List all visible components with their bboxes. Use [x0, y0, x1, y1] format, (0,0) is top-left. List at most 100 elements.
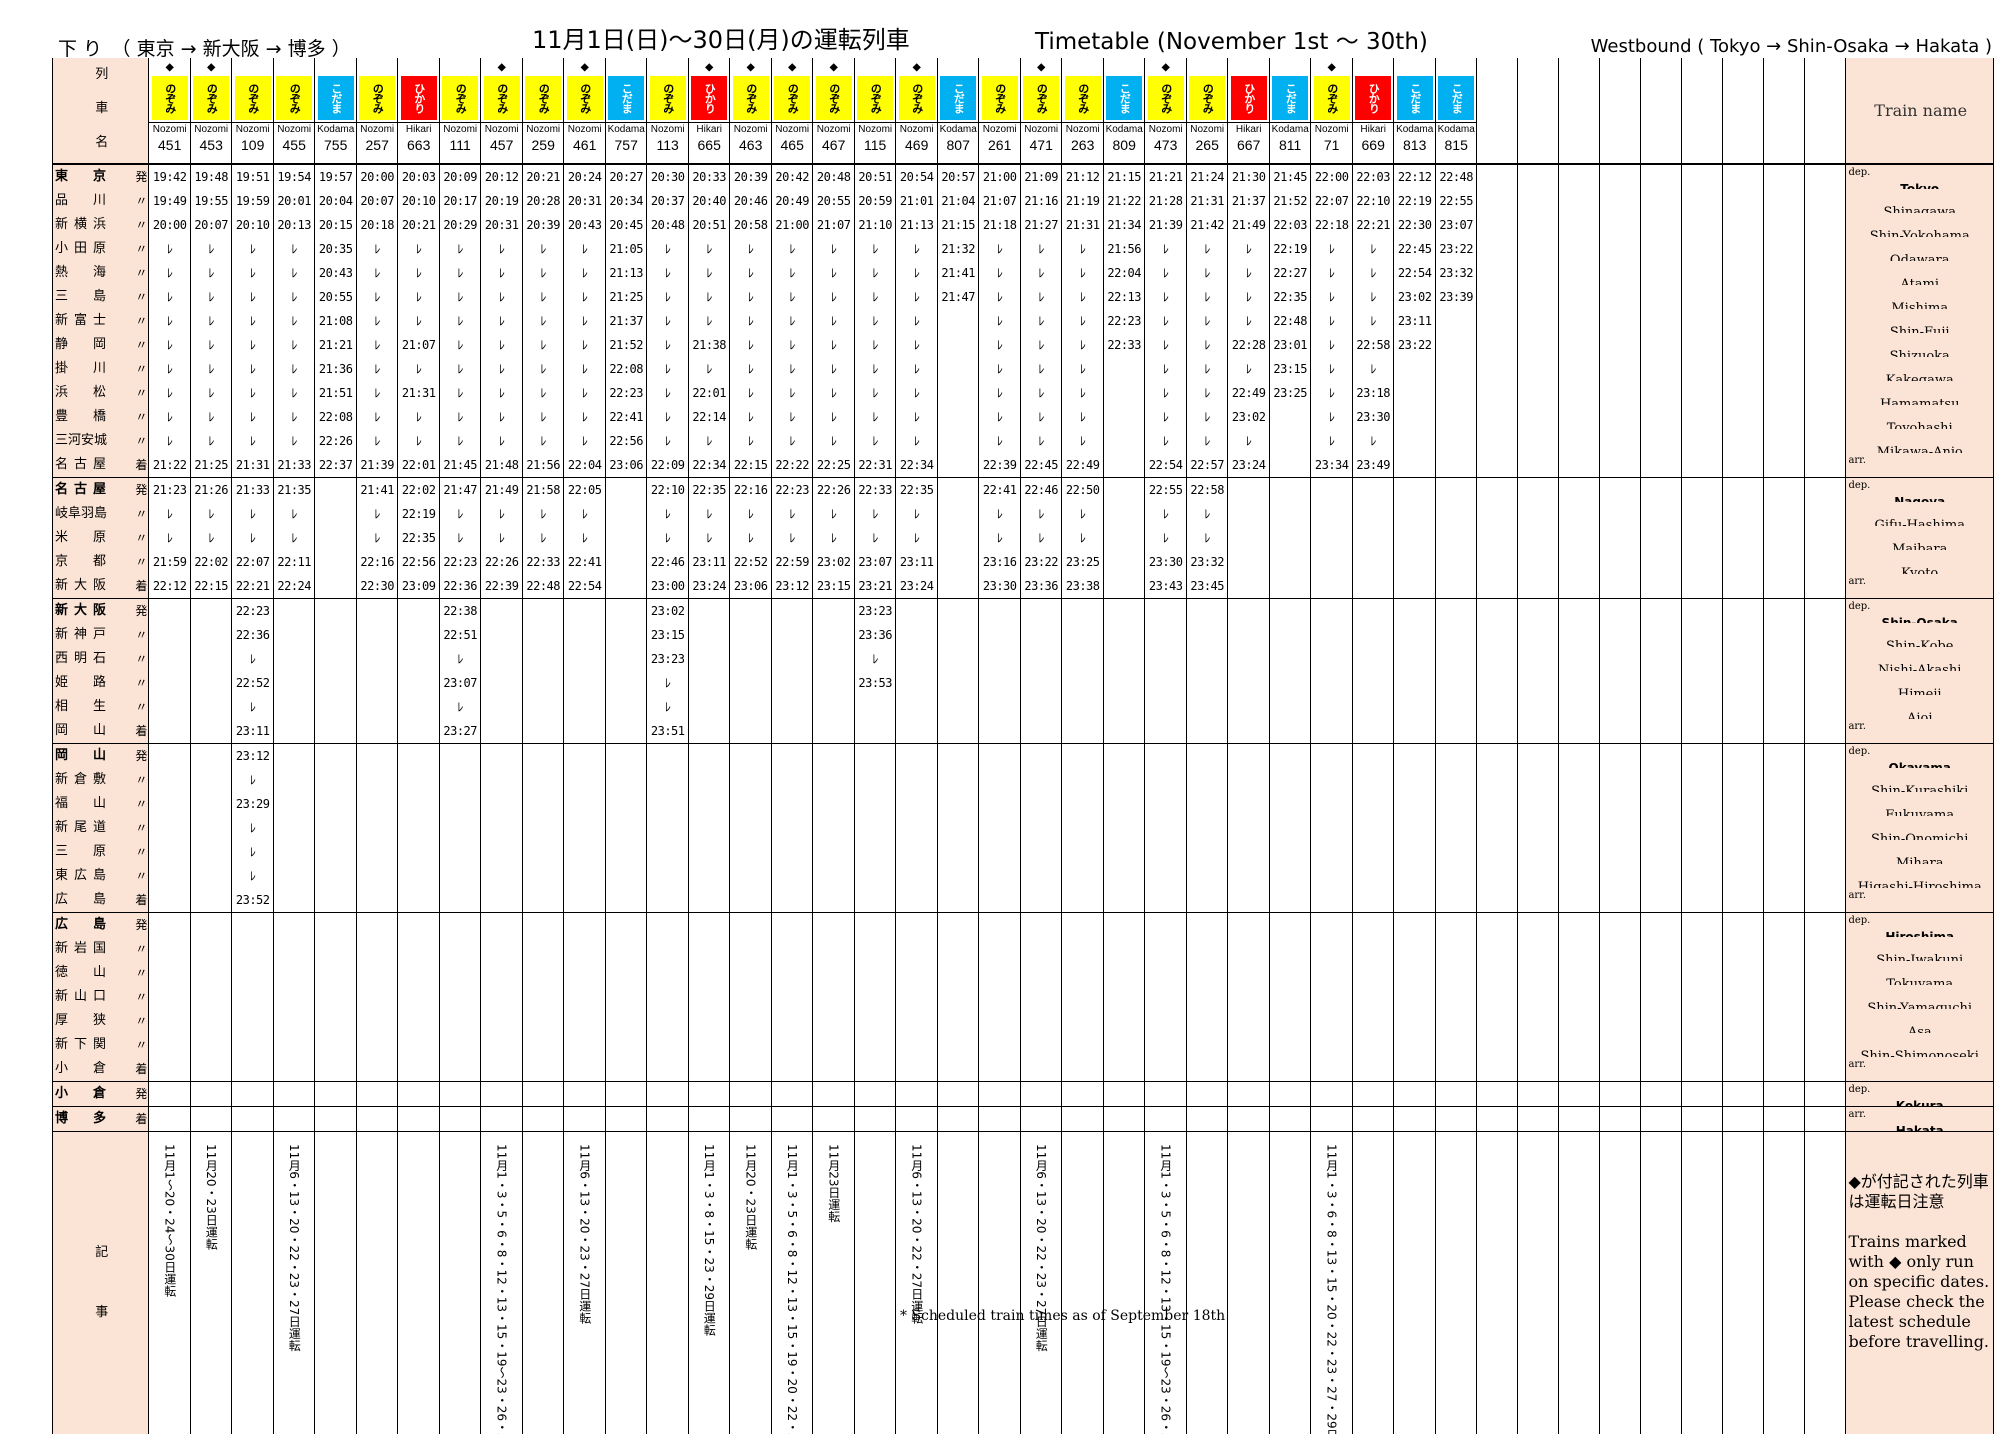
empty-cell — [1723, 429, 1764, 453]
time-cell: 22:55 — [1145, 478, 1187, 503]
time-cell — [315, 526, 357, 550]
time-cell — [1228, 719, 1270, 744]
time-cell — [1352, 623, 1394, 647]
time-cell — [315, 864, 357, 888]
time-cell: 20:01 — [273, 189, 315, 213]
time-cell: ﾚ — [1186, 405, 1228, 429]
time-cell: 23:02 — [1228, 405, 1270, 429]
time-cell — [190, 719, 232, 744]
time-cell: ﾚ — [647, 381, 689, 405]
time-cell: 23:24 — [688, 574, 730, 599]
time-cell — [315, 1009, 357, 1033]
time-cell — [522, 937, 564, 961]
empty-cell — [1600, 550, 1641, 574]
train-type-badge: のぞみ — [1023, 76, 1059, 120]
empty-cell — [1682, 213, 1723, 237]
time-cell — [481, 1057, 523, 1082]
time-cell — [1103, 526, 1145, 550]
empty-cell — [1518, 189, 1559, 213]
time-cell: 20:30 — [647, 164, 689, 189]
train-number: 755 — [315, 137, 356, 153]
time-cell: 22:07 — [1311, 189, 1353, 213]
note-text: 11月6・13・20・22・23・27日運転 — [1034, 1144, 1048, 1434]
train-number: 109 — [232, 137, 273, 153]
time-cell — [522, 1057, 564, 1082]
time-cell: 20:37 — [647, 189, 689, 213]
empty-cell — [1477, 888, 1518, 913]
empty-cell — [1477, 309, 1518, 333]
time-cell: ﾚ — [564, 261, 606, 285]
time-cell: ﾚ — [771, 502, 813, 526]
time-cell: ﾚ — [647, 237, 689, 261]
empty-cell — [1477, 405, 1518, 429]
time-cell: ﾚ — [1311, 357, 1353, 381]
time-cell: ﾚ — [1186, 237, 1228, 261]
empty-cell — [1600, 937, 1641, 961]
time-cell — [564, 913, 606, 938]
train-type-name: Nozomi — [149, 122, 190, 137]
time-cell — [1186, 792, 1228, 816]
time-cell: ﾚ — [1062, 309, 1104, 333]
time-cell — [813, 768, 855, 792]
train-name-label: Train name — [1846, 58, 1994, 164]
time-cell: ﾚ — [730, 502, 772, 526]
station-name-en-text: Mikawa-Anjo — [1846, 441, 1993, 453]
time-cell — [730, 623, 772, 647]
time-cell — [1352, 1107, 1394, 1132]
time-cell — [1269, 816, 1311, 840]
train-number: 115 — [855, 137, 896, 153]
time-cell: 23:12 — [232, 744, 274, 769]
train-number: 463 — [730, 137, 771, 153]
empty-cell — [1764, 550, 1805, 574]
time-cell — [564, 1009, 606, 1033]
time-cell: 19:48 — [190, 164, 232, 189]
time-cell: ﾚ — [813, 381, 855, 405]
time-cell: 22:21 — [232, 574, 274, 599]
time-cell: ﾚ — [647, 309, 689, 333]
time-cell: 20:07 — [356, 189, 398, 213]
time-cell: 22:36 — [232, 623, 274, 647]
time-cell — [896, 816, 938, 840]
empty-cell — [1641, 309, 1682, 333]
empty-cell — [1518, 1057, 1559, 1082]
train-number: 259 — [523, 137, 564, 153]
time-cell — [439, 1107, 481, 1132]
arr-dep-mark: 〃 — [135, 333, 147, 357]
time-cell — [1435, 478, 1477, 503]
time-cell: ﾚ — [356, 429, 398, 453]
train-number: 465 — [772, 137, 813, 153]
time-cell: 22:46 — [1020, 478, 1062, 503]
time-cell — [1145, 719, 1187, 744]
empty-cell — [1764, 937, 1805, 961]
empty-cell — [1682, 381, 1723, 405]
time-cell — [398, 1009, 440, 1033]
time-cell: 22:16 — [730, 478, 772, 503]
time-cell — [730, 792, 772, 816]
empty-cell — [1518, 237, 1559, 261]
time-cell: ﾚ — [647, 285, 689, 309]
time-cell — [398, 864, 440, 888]
empty-cell — [1805, 357, 1846, 381]
time-cell — [937, 405, 979, 429]
empty-cell — [1682, 1057, 1723, 1082]
empty-cell — [1600, 792, 1641, 816]
time-cell — [273, 744, 315, 769]
time-cell: ﾚ — [771, 381, 813, 405]
station-name-en-text: Shin-Fuji — [1846, 321, 1993, 333]
time-cell: ﾚ — [1228, 309, 1270, 333]
time-cell: ﾚ — [854, 285, 896, 309]
empty-column — [1600, 58, 1641, 164]
time-cell: 20:48 — [647, 213, 689, 237]
time-cell: ﾚ — [688, 309, 730, 333]
time-cell: 22:23 — [1103, 309, 1145, 333]
time-cell — [1394, 744, 1436, 769]
time-cell — [1103, 623, 1145, 647]
time-cell — [647, 913, 689, 938]
time-cell — [730, 840, 772, 864]
time-cell — [1228, 961, 1270, 985]
side-note-jp: ◆が付記された列車は運転日注意 — [1846, 1132, 1993, 1212]
time-cell: ﾚ — [1311, 381, 1353, 405]
station-name-text: 新横浜 — [55, 217, 112, 232]
time-cell: ﾚ — [896, 237, 938, 261]
